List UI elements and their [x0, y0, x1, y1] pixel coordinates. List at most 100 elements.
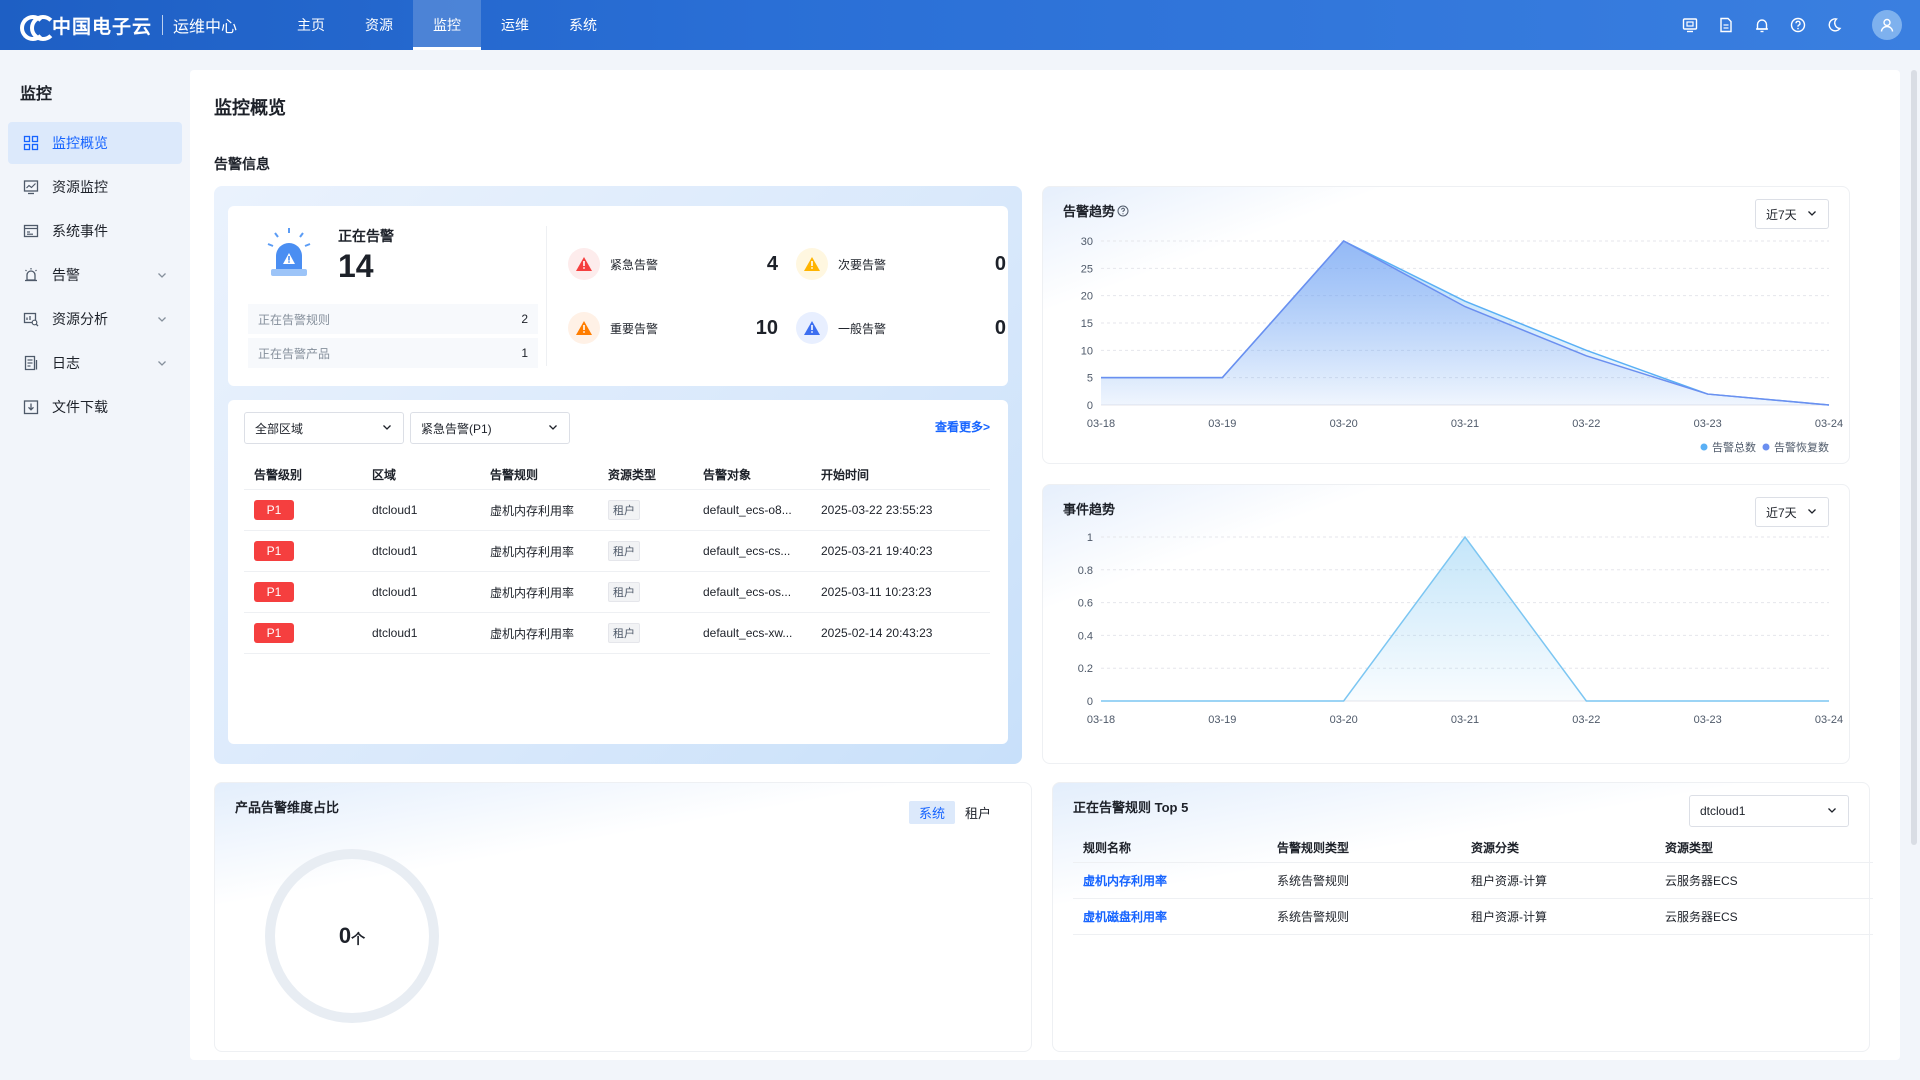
y-tick-label: 0.2 — [1078, 663, 1093, 675]
level-critical[interactable]: 紧急告警 4 — [568, 244, 778, 284]
table-row[interactable]: P1 dtcloud1 虚机内存利用率 租户 default_ecs-os...… — [244, 572, 990, 613]
bell-icon[interactable] — [1754, 17, 1770, 33]
level-general[interactable]: 一般告警 0 — [796, 308, 1006, 348]
toggle-system[interactable]: 系统 — [908, 801, 955, 824]
log-icon — [22, 354, 40, 372]
page-scrollbar[interactable] — [1911, 70, 1917, 845]
event-trend-card: 事件趋势 近7天 0 0.2 0.4 0.6 0.8 1 03-18 03-19 03-20 03… — [1042, 484, 1850, 764]
time-cell: 2025-03-11 10:23:23 — [821, 585, 932, 599]
column-header: 告警规则 — [490, 468, 539, 482]
sidebar-item-file-download[interactable]: 文件下载 — [8, 386, 182, 428]
alarm-info-panel: 正在告警 14 正在告警规则 2 正在告警产品 1 紧急告警 4 次要告警 0 — [214, 186, 1022, 764]
sidebar-item-logs[interactable]: 日志 — [8, 342, 182, 384]
column-header: 告警对象 — [703, 468, 752, 482]
chevron-down-icon — [1806, 505, 1818, 520]
level-select[interactable]: 紧急告警(P1) — [410, 412, 570, 444]
sidebar-menu: 监控概览 资源监控 系统事件 告警 资源分析 日志 文件下载 — [8, 122, 182, 430]
nav-system[interactable]: 系统 — [569, 17, 598, 33]
sidebar-item-resource-monitoring[interactable]: 资源监控 — [8, 166, 182, 208]
x-tick-label: 03-21 — [1451, 714, 1479, 726]
document-icon[interactable] — [1718, 17, 1734, 33]
sidebar-item-system-events[interactable]: 系统事件 — [8, 210, 182, 252]
sidebar-item-overview[interactable]: 监控概览 — [8, 122, 182, 164]
user-avatar[interactable] — [1872, 10, 1902, 40]
alarm-list-card: 全部区域 紧急告警(P1) 查看更多> 告警级别 区域 告警规则 资源类型 告警… — [228, 400, 1008, 744]
warning-triangle-icon — [796, 248, 828, 280]
chevron-down-icon — [156, 356, 168, 372]
region-cell: dtcloud1 — [372, 503, 418, 517]
legend-dot — [1762, 443, 1770, 451]
p1-badge: P1 — [254, 623, 294, 643]
series-area — [1101, 241, 1829, 405]
warning-triangle-icon — [568, 312, 600, 344]
donut-value: 0 — [338, 923, 352, 948]
rule-name-link[interactable]: 虚机磁盘利用率 — [1083, 910, 1168, 924]
nav-resources[interactable]: 资源 — [365, 17, 394, 33]
help-icon[interactable] — [1790, 17, 1806, 33]
object-cell: default_ecs-o8... — [703, 503, 792, 517]
resource-type-tag: 租户 — [608, 500, 640, 520]
table-row[interactable]: P1 dtcloud1 虚机内存利用率 租户 default_ecs-o8...… — [244, 490, 990, 531]
sidebar-item-resource-analysis[interactable]: 资源分析 — [8, 298, 182, 340]
level-cell: P1 — [244, 500, 362, 520]
column-header: 资源类型 — [608, 468, 657, 482]
moon-icon[interactable] — [1826, 17, 1842, 33]
sidebar: 监控 监控概览 资源监控 系统事件 告警 资源分析 日志 — [0, 50, 190, 1080]
donut-unit: 个 — [351, 931, 366, 947]
alarm-table: 告警级别 区域 告警规则 资源类型 告警对象 开始时间 P1 dtcloud1 … — [244, 460, 990, 654]
type-cell: 租户 — [598, 582, 693, 602]
table-row[interactable]: P1 dtcloud1 虚机内存利用率 租户 default_ecs-xw...… — [244, 613, 990, 654]
level-major[interactable]: 重要告警 10 — [568, 308, 778, 348]
chevron-down-icon — [547, 421, 559, 436]
level-minor[interactable]: 次要告警 0 — [796, 244, 1006, 284]
series-line — [1101, 240, 1830, 406]
alarm-trend-card: 告警趋势 近7天 0 5 10 15 20 25 30 03-18 03-19 03-20 03-2… — [1042, 186, 1850, 464]
type-cell: 租户 — [598, 500, 693, 520]
sidebar-item-alarms[interactable]: 告警 — [8, 254, 182, 296]
chevron-down-icon — [156, 312, 168, 328]
nav-operations[interactable]: 运维 — [501, 17, 530, 33]
top5-rules-card: 正在告警规则 Top 5 dtcloud1 规则名称 告警规则类型 资源分类 资… — [1052, 782, 1873, 1052]
rule-name-cell: 虚机内存利用率 — [1073, 872, 1267, 889]
sidebar-item-label: 文件下载 — [52, 399, 108, 415]
level-label: 重要告警 — [610, 321, 659, 336]
column-header: 区域 — [372, 468, 397, 482]
summary-divider — [546, 226, 547, 366]
rule-type-cell: 系统告警规则 — [1277, 874, 1350, 888]
x-tick-label: 03-18 — [1087, 418, 1115, 430]
p1-badge: P1 — [254, 541, 294, 561]
info-icon[interactable] — [1117, 205, 1129, 217]
y-tick-label: 5 — [1087, 373, 1093, 385]
level-select-value: 紧急告警(P1) — [421, 421, 492, 436]
y-tick-label: 1 — [1087, 532, 1093, 544]
view-more-link[interactable]: 查看更多> — [934, 420, 990, 434]
time-cell: 2025-03-21 19:40:23 — [821, 544, 933, 558]
column-header: 开始时间 — [821, 468, 870, 482]
x-tick-label: 03-19 — [1208, 714, 1236, 726]
event-trend-range-select[interactable]: 近7天 — [1755, 497, 1829, 527]
rule-type-cell: 系统告警规则 — [1277, 910, 1350, 924]
nav-home[interactable]: 主页 — [297, 17, 326, 33]
top-actions — [1682, 0, 1902, 50]
rule-name-link[interactable]: 虚机内存利用率 — [1083, 874, 1168, 888]
brand-logo-mark — [20, 14, 56, 41]
table-row[interactable]: P1 dtcloud1 虚机内存利用率 租户 default_ecs-cs...… — [244, 531, 990, 572]
column-header: 规则名称 — [1083, 841, 1132, 855]
y-tick-label: 0.8 — [1078, 565, 1093, 577]
screen-icon[interactable] — [1682, 17, 1698, 33]
object-cell: default_ecs-os... — [703, 585, 792, 599]
alarm-bell-icon — [264, 226, 314, 282]
series-line — [1101, 535, 1829, 702]
top5-region-select[interactable]: dtcloud1 — [1689, 795, 1849, 827]
legend-label: 告警总数 — [1712, 440, 1756, 454]
level-value: 0 — [994, 316, 1006, 339]
analysis-icon — [22, 310, 40, 328]
toggle-tenant[interactable]: 租户 — [964, 806, 991, 821]
region-select[interactable]: 全部区域 — [244, 412, 404, 444]
alarm-trend-range-select[interactable]: 近7天 — [1755, 199, 1829, 229]
nav-monitoring[interactable]: 监控 — [413, 0, 482, 50]
brand-logo[interactable]: 中国电子云 运维中心 — [20, 0, 237, 50]
legend-label: 告警恢复数 — [1774, 440, 1829, 454]
x-tick-label: 03-18 — [1087, 714, 1115, 726]
x-tick-label: 03-22 — [1572, 418, 1600, 430]
